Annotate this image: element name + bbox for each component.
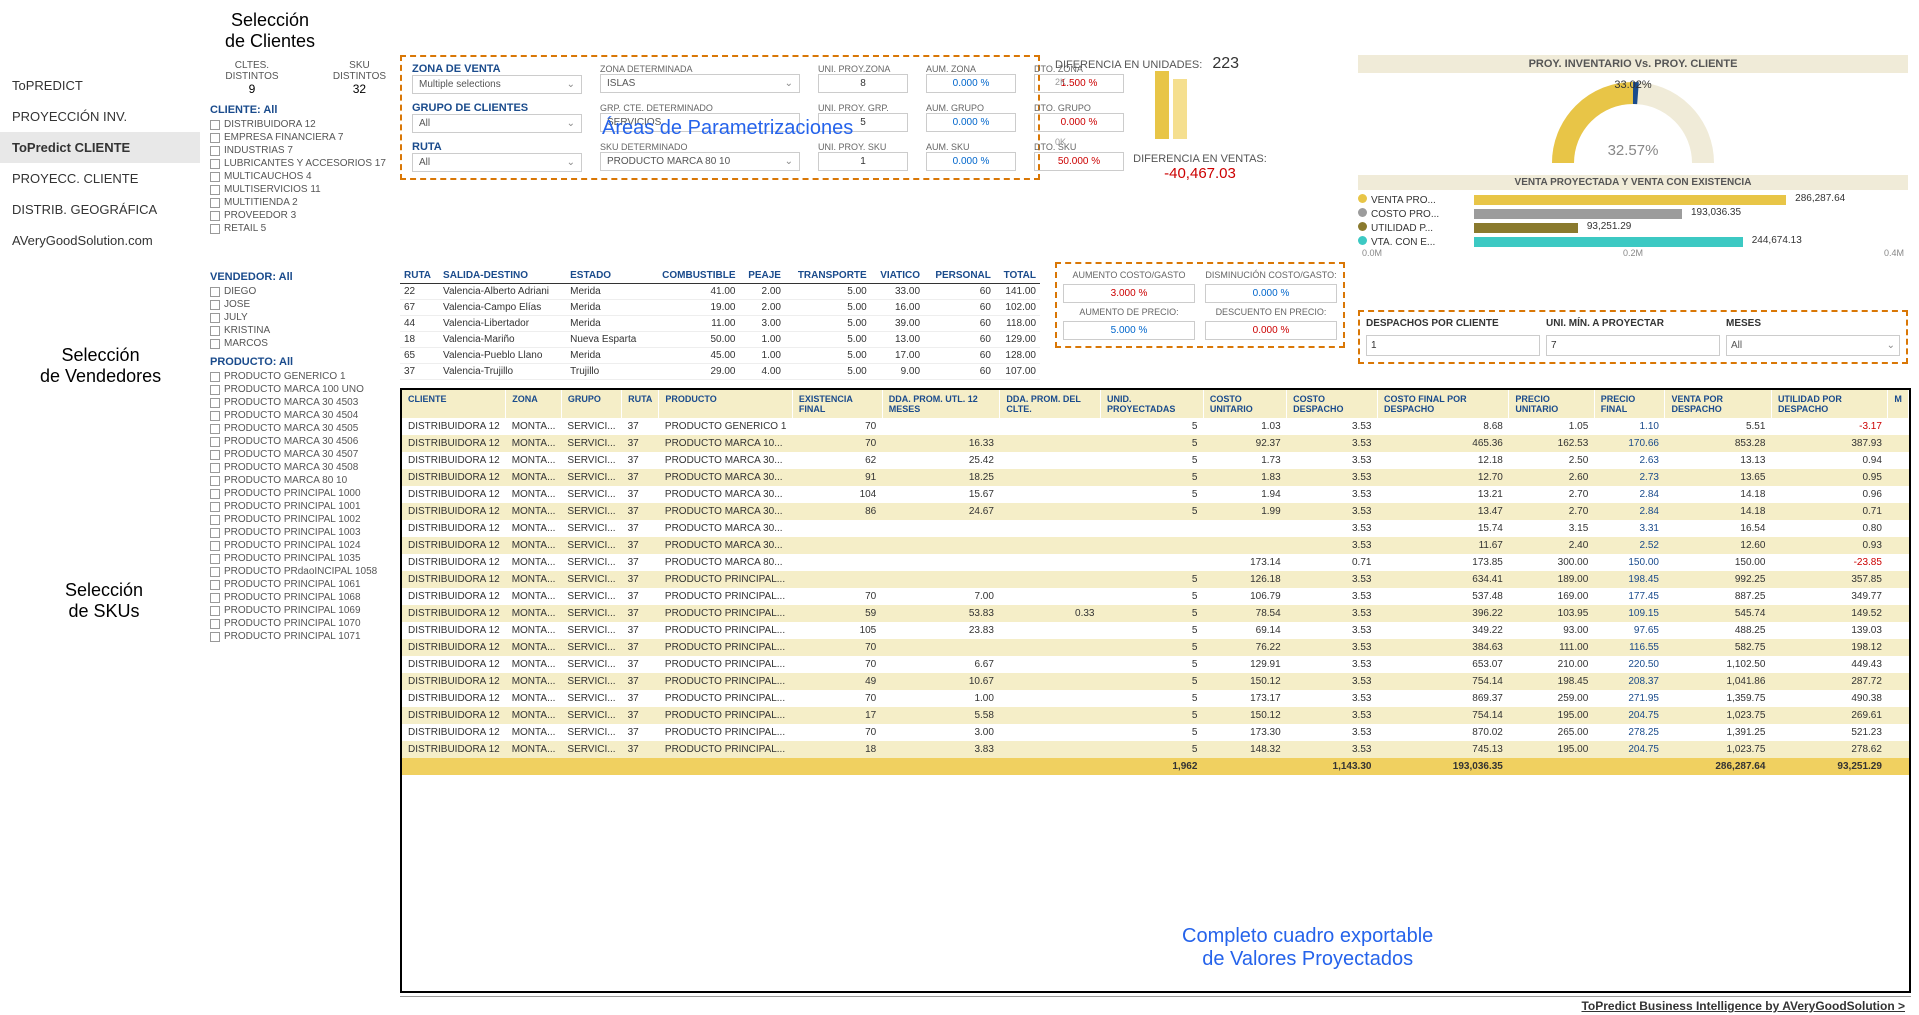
nav-item[interactable]: ToPREDICT <box>0 70 200 101</box>
gauge-chart: 33.02% 32.57% <box>1358 73 1908 173</box>
filter-item[interactable]: MULTISERVICIOS 11 <box>210 183 395 196</box>
filter-item[interactable]: JOSE <box>210 298 395 311</box>
kpi-sku: SKU DISTINTOS32 <box>324 60 395 96</box>
right-kpis: DIFERENCIA EN UNIDADES:223 2K0K DIFERENC… <box>1055 55 1345 182</box>
filter-item[interactable]: PRODUCTO PRINCIPAL 1035 <box>210 552 395 565</box>
filter-item[interactable]: PRODUCTO PRINCIPAL 1061 <box>210 578 395 591</box>
footer-branding[interactable]: ToPredict Business Intelligence by AVery… <box>400 996 1911 1015</box>
param-area: ZONA DE VENTAMultiple selectionsZONA DET… <box>400 55 1040 180</box>
filter-item[interactable]: PRODUCTO PRINCIPAL 1024 <box>210 539 395 552</box>
param-det[interactable]: SERVICIOS <box>600 113 800 132</box>
filter-item[interactable]: EMPRESA FINANCIERA 7 <box>210 131 395 144</box>
nav-item[interactable]: DISTRIB. GEOGRÁFICA <box>0 194 200 225</box>
left-nav: ToPREDICTPROYECCIÓN INV.ToPredict CLIENT… <box>0 70 200 256</box>
cost-box: AUMENTO COSTO/GASTODISMINUCIÓN COSTO/GAS… <box>1055 262 1345 348</box>
cliente-header[interactable]: CLIENTE: All <box>210 104 395 116</box>
param-det[interactable]: PRODUCTO MARCA 80 10 <box>600 152 800 171</box>
callout-clientes: Selecciónde Clientes <box>225 10 315 52</box>
filter-item[interactable]: PRODUCTO MARCA 30 4507 <box>210 448 395 461</box>
sidebar-filters: CLTES. DISTINTOS9 SKU DISTINTOS32 CLIENT… <box>210 60 395 643</box>
filter-item[interactable]: LUBRICANTES Y ACCESORIOS 17 <box>210 157 395 170</box>
param-select[interactable]: All <box>412 153 582 172</box>
kpi-cltes: CLTES. DISTINTOS9 <box>210 60 294 96</box>
filter-item[interactable]: RETAIL 5 <box>210 222 395 235</box>
bottom-controls: DESPACHOS POR CLIENTEUNI. MÍN. A PROYECT… <box>1358 310 1908 364</box>
filter-item[interactable]: PRODUCTO MARCA 80 10 <box>210 474 395 487</box>
filter-item[interactable]: MULTICAUCHOS 4 <box>210 170 395 183</box>
nav-item[interactable]: ToPredict CLIENTE <box>0 132 200 163</box>
nav-item[interactable]: AVeryGoodSolution.com <box>0 225 200 256</box>
callout-skus: Selecciónde SKUs <box>65 580 143 622</box>
callout-vendedores: Selecciónde Vendedores <box>40 345 161 387</box>
meses-select[interactable]: All <box>1726 335 1900 356</box>
unimin-input[interactable]: 7 <box>1546 335 1720 356</box>
filter-item[interactable]: INDUSTRIAS 7 <box>210 144 395 157</box>
filter-item[interactable]: PRODUCTO MARCA 100 UNO <box>210 383 395 396</box>
filter-item[interactable]: PRODUCTO PRINCIPAL 1003 <box>210 526 395 539</box>
mini-bar-chart: 2K0K <box>1055 77 1345 147</box>
param-select[interactable]: All <box>412 114 582 133</box>
filter-item[interactable]: PRODUCTO PRINCIPAL 1071 <box>210 630 395 643</box>
filter-item[interactable]: PRODUCTO PRINCIPAL 1070 <box>210 617 395 630</box>
filter-item[interactable]: KRISTINA <box>210 324 395 337</box>
filter-item[interactable]: DIEGO <box>210 285 395 298</box>
gauge-area: PROY. INVENTARIO Vs. PROY. CLIENTE 33.02… <box>1358 55 1908 258</box>
filter-item[interactable]: JULY <box>210 311 395 324</box>
filter-item[interactable]: PRODUCTO MARCA 30 4504 <box>210 409 395 422</box>
vendedor-header[interactable]: VENDEDOR: All <box>210 271 395 283</box>
filter-item[interactable]: PRODUCTO PRINCIPAL 1001 <box>210 500 395 513</box>
filter-item[interactable]: PRODUCTO MARCA 30 4505 <box>210 422 395 435</box>
filter-item[interactable]: PRODUCTO MARCA 30 4506 <box>210 435 395 448</box>
despachos-input[interactable]: 1 <box>1366 335 1540 356</box>
param-det[interactable]: ISLAS <box>600 74 800 93</box>
filter-item[interactable]: PRODUCTO PRINCIPAL 1002 <box>210 513 395 526</box>
filter-item[interactable]: PROVEEDOR 3 <box>210 209 395 222</box>
filter-item[interactable]: PRODUCTO MARCA 30 4508 <box>210 461 395 474</box>
filter-item[interactable]: PRODUCTO GENERICO 1 <box>210 370 395 383</box>
filter-item[interactable]: MARCOS <box>210 337 395 350</box>
filter-item[interactable]: PRODUCTO PRdaoINCIPAL 1058 <box>210 565 395 578</box>
nav-item[interactable]: PROYECCIÓN INV. <box>0 101 200 132</box>
data-grid[interactable]: CLIENTEZONAGRUPORUTAPRODUCTOEXISTENCIA F… <box>400 388 1911 993</box>
filter-item[interactable]: PRODUCTO MARCA 30 4503 <box>210 396 395 409</box>
filter-item[interactable]: MULTITIENDA 2 <box>210 196 395 209</box>
filter-item[interactable]: PRODUCTO PRINCIPAL 1069 <box>210 604 395 617</box>
route-table: RUTASALIDA-DESTINOESTADOCOMBUSTIBLEPEAJE… <box>400 268 1040 380</box>
nav-item[interactable]: PROYECC. CLIENTE <box>0 163 200 194</box>
filter-item[interactable]: DISTRIBUIDORA 12 <box>210 118 395 131</box>
filter-item[interactable]: PRODUCTO PRINCIPAL 1000 <box>210 487 395 500</box>
producto-header[interactable]: PRODUCTO: All <box>210 356 395 368</box>
filter-item[interactable]: PRODUCTO PRINCIPAL 1068 <box>210 591 395 604</box>
param-select[interactable]: Multiple selections <box>412 75 582 94</box>
